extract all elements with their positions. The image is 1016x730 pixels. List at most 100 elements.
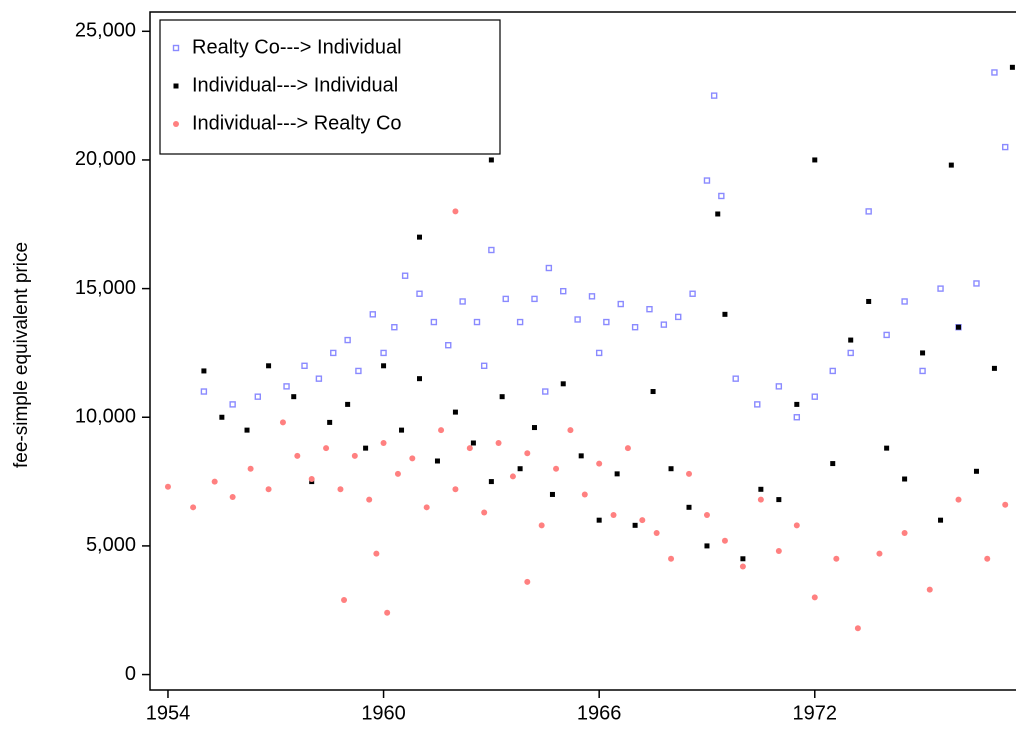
point: [531, 425, 537, 431]
point: [991, 365, 997, 371]
point: [369, 311, 376, 318]
y-axis-label: fee-simple equivalent price: [11, 242, 32, 468]
point: [793, 522, 800, 529]
point: [315, 375, 323, 382]
point: [495, 439, 502, 446]
point: [754, 401, 761, 408]
point: [603, 318, 610, 326]
point: [417, 376, 423, 382]
point: [452, 409, 458, 415]
point: [646, 305, 653, 313]
point: [883, 331, 890, 339]
legend-label: Realty Co---> Individual: [192, 36, 402, 58]
point: [452, 486, 459, 493]
point: [401, 272, 409, 279]
point: [509, 473, 516, 480]
point: [812, 157, 818, 163]
point: [631, 323, 639, 331]
point: [355, 367, 362, 375]
point: [265, 486, 272, 493]
point: [279, 419, 286, 426]
point: [686, 504, 692, 510]
point: [445, 342, 452, 349]
point: [866, 298, 872, 304]
point: [668, 466, 674, 472]
point: [740, 556, 746, 562]
y-tick-label: 25,000: [75, 20, 136, 42]
point: [380, 349, 387, 357]
point: [596, 460, 603, 467]
x-tick-label: 1966: [577, 702, 622, 724]
point: [581, 491, 588, 498]
point: [617, 300, 624, 308]
point: [164, 483, 171, 490]
point: [1002, 143, 1009, 151]
point: [956, 324, 962, 330]
point: [200, 388, 208, 395]
point: [703, 512, 710, 519]
point: [480, 362, 488, 369]
point: [588, 293, 596, 300]
point: [757, 496, 764, 503]
point: [574, 316, 581, 323]
point: [380, 439, 387, 446]
point: [399, 427, 405, 433]
y-tick-label: 0: [125, 663, 136, 685]
point: [502, 295, 509, 303]
point: [689, 290, 696, 297]
point: [937, 285, 944, 292]
point: [337, 486, 344, 493]
point: [294, 452, 301, 459]
point: [247, 465, 254, 472]
y-tick-label: 15,000: [75, 277, 136, 299]
point: [229, 401, 236, 408]
point: [876, 550, 883, 557]
point: [865, 208, 872, 215]
point: [283, 383, 290, 390]
point: [459, 298, 466, 305]
point: [794, 401, 800, 407]
point: [776, 497, 782, 503]
point: [973, 280, 980, 287]
point: [549, 491, 555, 497]
point: [190, 504, 197, 511]
point: [438, 427, 445, 434]
point: [488, 479, 494, 485]
y-tick-label: 10,000: [75, 406, 136, 428]
point: [417, 234, 423, 240]
point: [991, 69, 998, 76]
legend-marker: [172, 44, 180, 52]
point: [926, 586, 933, 593]
point: [542, 388, 549, 395]
point: [524, 450, 531, 457]
point: [466, 445, 473, 452]
point: [830, 461, 836, 467]
point: [639, 517, 646, 524]
point: [323, 445, 330, 452]
point: [531, 295, 538, 303]
x-tick-label: 1972: [793, 702, 838, 724]
point: [758, 486, 764, 492]
point: [938, 517, 944, 523]
point: [660, 321, 668, 328]
point: [201, 368, 207, 374]
point: [266, 363, 272, 369]
point: [919, 367, 926, 375]
point: [955, 496, 962, 503]
point: [434, 458, 440, 464]
point: [833, 555, 840, 562]
point: [848, 337, 854, 343]
point: [345, 401, 351, 407]
point: [373, 550, 380, 557]
point: [901, 530, 908, 537]
point: [793, 414, 801, 421]
point: [811, 594, 818, 601]
point: [344, 336, 351, 344]
point: [829, 367, 836, 375]
point: [948, 162, 954, 168]
point: [596, 517, 602, 523]
point: [1002, 501, 1009, 508]
point: [351, 452, 358, 459]
point: [650, 389, 656, 395]
